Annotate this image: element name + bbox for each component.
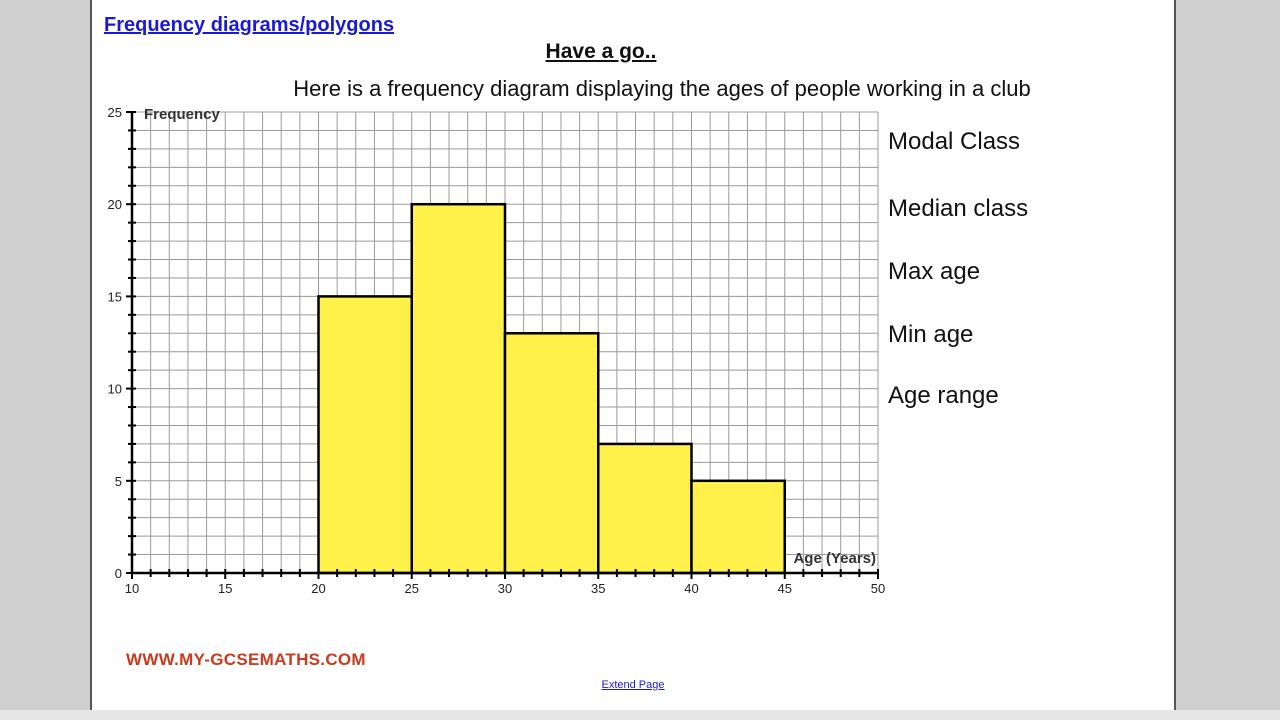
x-tick-label: 30	[498, 581, 512, 596]
x-tick-label: 45	[778, 581, 792, 596]
x-axis-title: Age (Years)	[793, 550, 876, 567]
histogram-bar-25-30	[410, 202, 507, 575]
question-modal-class: Modal Class	[888, 128, 1021, 155]
question-age-range: Age range	[888, 382, 999, 409]
intro-text: Here is a frequency diagram displaying t…	[293, 76, 1031, 101]
question-min-age: Min age	[888, 321, 974, 348]
histogram-bar-30-35	[503, 332, 600, 575]
question-median-class: Median class	[888, 195, 1029, 222]
question-list: Modal Class Median class Max age Min age…	[888, 0, 1158, 450]
y-tick-label: 20	[108, 197, 122, 212]
histogram-bar-40-45	[690, 479, 786, 575]
x-tick-label: 10	[125, 581, 139, 596]
extend-page-link[interactable]: Extend Page	[601, 679, 665, 691]
histogram-bar-20-25	[317, 295, 413, 575]
site-watermark: WWW.MY-GCSEMATHS.COM	[126, 650, 366, 669]
bottom-strip	[0, 710, 1280, 720]
question-max-age: Max age	[888, 258, 981, 285]
x-tick-label: 20	[311, 581, 325, 596]
frequency-diagram: 10 15 20 25 30 35 40 45 50 0 5 10 15 20 25 Frequency Age…	[108, 105, 886, 596]
x-tick-label: 40	[684, 581, 698, 596]
histogram-bar-35-40	[597, 442, 693, 575]
page: Frequency diagrams/polygons Have a go.. …	[90, 0, 1176, 710]
subheading: Have a go..	[545, 40, 657, 63]
y-axis-title: Frequency	[144, 106, 221, 123]
x-tick-label: 50	[871, 581, 885, 596]
y-tick-label: 5	[115, 474, 122, 489]
y-tick-label: 10	[108, 382, 122, 397]
x-tick-label: 25	[405, 581, 419, 596]
x-tick-label: 15	[218, 581, 232, 596]
y-tick-label: 25	[108, 105, 122, 120]
title-link[interactable]: Frequency diagrams/polygons	[104, 14, 395, 36]
y-tick-label: 15	[108, 289, 122, 304]
y-tick-label: 0	[115, 566, 122, 581]
x-tick-label: 35	[591, 581, 605, 596]
